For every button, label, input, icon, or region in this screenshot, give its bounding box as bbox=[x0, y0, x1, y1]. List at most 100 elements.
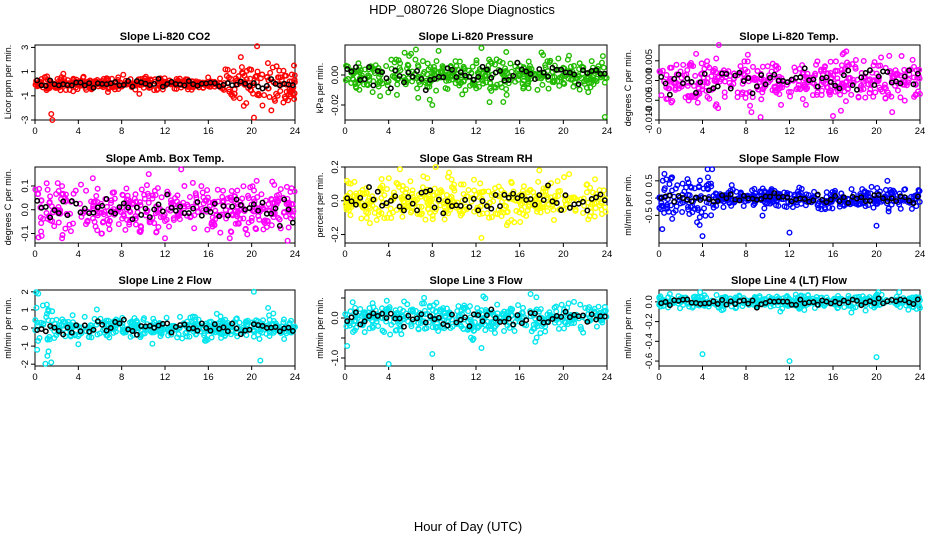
average-point bbox=[64, 324, 71, 331]
average-point bbox=[47, 214, 54, 221]
y-tick-label: 0.0 bbox=[20, 203, 31, 216]
data-point bbox=[916, 198, 923, 205]
outlier-point bbox=[250, 288, 257, 295]
panel-title: Slope Sample Flow bbox=[739, 153, 840, 165]
average-point bbox=[470, 195, 477, 202]
average-point bbox=[203, 325, 210, 331]
data-point bbox=[698, 70, 705, 77]
outlier-point bbox=[873, 354, 880, 361]
data-point bbox=[887, 68, 894, 75]
average-point bbox=[501, 191, 508, 198]
average-point bbox=[819, 196, 826, 203]
data-point bbox=[412, 56, 419, 63]
data-point bbox=[426, 304, 433, 311]
data-point bbox=[152, 191, 159, 198]
data-point bbox=[145, 199, 152, 206]
data-point bbox=[874, 185, 881, 192]
data-point bbox=[753, 193, 760, 200]
x-tick-label: 24 bbox=[290, 249, 301, 260]
data-point bbox=[551, 74, 558, 81]
data-point bbox=[106, 218, 113, 225]
data-point bbox=[244, 321, 251, 328]
data-point bbox=[689, 209, 696, 216]
data-point bbox=[421, 307, 428, 314]
average-point bbox=[348, 314, 355, 321]
average-point bbox=[914, 70, 921, 77]
data-point bbox=[540, 185, 547, 192]
x-tick-label: 24 bbox=[915, 126, 926, 137]
average-point bbox=[427, 187, 434, 194]
data-point bbox=[701, 292, 708, 299]
data-point bbox=[442, 312, 449, 319]
data-point bbox=[285, 97, 292, 104]
average-point bbox=[727, 298, 734, 305]
data-point bbox=[802, 101, 809, 108]
data-point bbox=[394, 81, 401, 88]
average-point bbox=[540, 69, 547, 76]
average-point bbox=[47, 77, 54, 84]
data-point bbox=[827, 70, 834, 77]
data-point bbox=[534, 86, 541, 93]
x-tick-label: 20 bbox=[246, 249, 257, 260]
data-point bbox=[127, 333, 134, 340]
data-point bbox=[687, 61, 694, 68]
panel-line2-flow: Slope Line 2 Flow ml/min per min. 0 4 8 12 1… bbox=[3, 275, 300, 383]
outlier-point bbox=[786, 229, 793, 236]
data-point bbox=[404, 301, 411, 308]
data-point bbox=[225, 86, 232, 93]
data-point bbox=[659, 177, 666, 184]
data-point bbox=[827, 58, 834, 65]
average-point bbox=[510, 321, 517, 328]
average-point bbox=[366, 184, 372, 191]
average-point bbox=[488, 306, 495, 313]
data-point bbox=[160, 213, 167, 220]
data-point bbox=[747, 102, 754, 109]
data-point bbox=[488, 319, 495, 326]
average-point bbox=[823, 199, 830, 206]
average-point bbox=[518, 192, 525, 199]
data-point bbox=[239, 70, 246, 77]
data-point bbox=[796, 184, 803, 191]
outlier-point bbox=[161, 235, 168, 242]
data-point bbox=[904, 79, 911, 86]
average-point bbox=[457, 69, 464, 76]
average-point bbox=[168, 78, 175, 85]
average-point bbox=[344, 195, 351, 202]
average-point bbox=[361, 202, 368, 209]
average-point bbox=[836, 300, 843, 307]
data-point bbox=[504, 208, 511, 215]
data-point bbox=[836, 203, 843, 210]
data-point bbox=[757, 114, 764, 121]
average-point bbox=[177, 203, 184, 210]
data-point bbox=[220, 318, 227, 325]
data-point bbox=[677, 305, 684, 312]
data-point bbox=[240, 183, 247, 190]
data-point bbox=[669, 97, 676, 104]
data-point bbox=[492, 84, 499, 91]
data-point bbox=[556, 82, 563, 89]
data-point bbox=[876, 84, 883, 91]
average-point bbox=[457, 316, 464, 323]
data-point bbox=[590, 81, 597, 88]
data-point bbox=[234, 220, 241, 227]
data-point bbox=[213, 310, 220, 317]
data-point bbox=[433, 58, 440, 65]
data-point bbox=[708, 212, 715, 219]
average-point bbox=[112, 210, 119, 217]
x-axis-label: Hour of Day (UTC) bbox=[414, 519, 522, 534]
outlier-point bbox=[243, 100, 250, 107]
data-point bbox=[910, 74, 917, 81]
average-point bbox=[766, 74, 773, 81]
x-tick-label: 20 bbox=[871, 126, 882, 137]
average-point bbox=[580, 198, 586, 205]
data-point bbox=[352, 83, 359, 90]
average-point bbox=[849, 82, 856, 89]
data-point bbox=[378, 194, 385, 201]
average-point bbox=[68, 198, 75, 204]
average-point bbox=[536, 315, 543, 322]
average-point bbox=[492, 315, 499, 322]
data-point bbox=[41, 74, 48, 81]
data-point bbox=[448, 176, 455, 183]
data-point bbox=[120, 213, 127, 220]
average-point bbox=[246, 205, 253, 212]
